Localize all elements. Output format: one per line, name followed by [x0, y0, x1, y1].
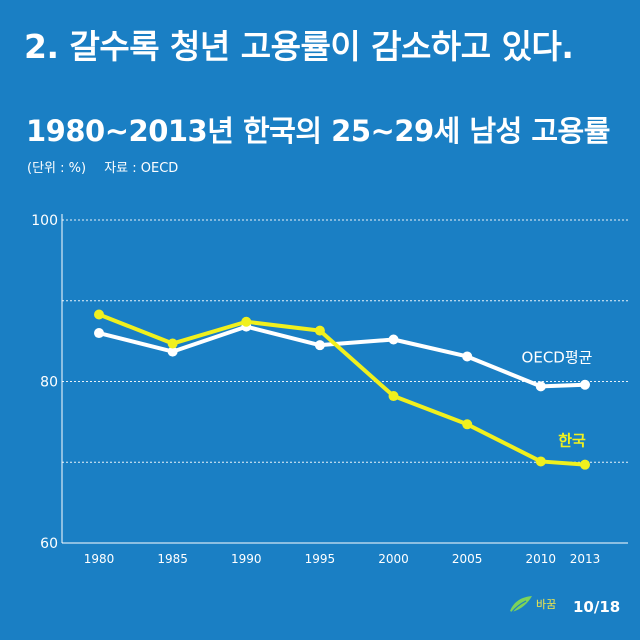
- series-label: OECD평균: [522, 349, 593, 367]
- data-point: [314, 340, 325, 351]
- data-point: [314, 325, 325, 336]
- x-tick-label: 2010: [526, 552, 557, 566]
- x-tick-label: 1980: [84, 552, 115, 566]
- data-point: [535, 456, 546, 467]
- chart-meta: (단위 : %) 자료 : OECD: [27, 157, 178, 176]
- x-tick-label: 1990: [231, 552, 262, 566]
- data-point: [167, 338, 178, 349]
- leaf-icon: [510, 596, 532, 613]
- y-tick-label: 60: [40, 536, 58, 552]
- data-point: [580, 459, 590, 470]
- data-point: [580, 379, 590, 390]
- x-tick-label: 1995: [305, 552, 336, 566]
- data-point: [241, 316, 252, 327]
- data-point: [94, 328, 104, 339]
- page-headline: 2. 갈수록 청년 고용률이 감소하고 있다.: [24, 27, 574, 66]
- data-point: [94, 309, 104, 320]
- series-label: 한국: [558, 432, 586, 450]
- data-point: [388, 334, 399, 345]
- page-number: 10/18: [573, 598, 621, 616]
- data-point: [388, 391, 399, 402]
- chart-title: 1980~2013년 한국의 25~29세 남성 고용률: [26, 114, 610, 148]
- data-point: [535, 381, 546, 392]
- series-line-oecd: [98, 324, 586, 389]
- x-tick-label: 1985: [157, 552, 188, 566]
- data-point: [167, 346, 178, 357]
- data-point: [462, 419, 473, 430]
- x-tick-label: 2005: [452, 552, 483, 566]
- x-tick-label: 2000: [378, 552, 409, 566]
- y-tick-label: 80: [40, 375, 58, 391]
- x-tick-label: 2013: [570, 552, 601, 566]
- unit-note: (단위 : %): [27, 161, 87, 176]
- logo-text: 바꿈: [536, 598, 557, 611]
- source-note: 자료 : OECD: [104, 161, 179, 176]
- brand-logo: 바꿈: [508, 593, 556, 615]
- series-line-korea: [98, 312, 586, 467]
- y-tick-label: 100: [31, 213, 58, 229]
- data-point: [462, 351, 473, 362]
